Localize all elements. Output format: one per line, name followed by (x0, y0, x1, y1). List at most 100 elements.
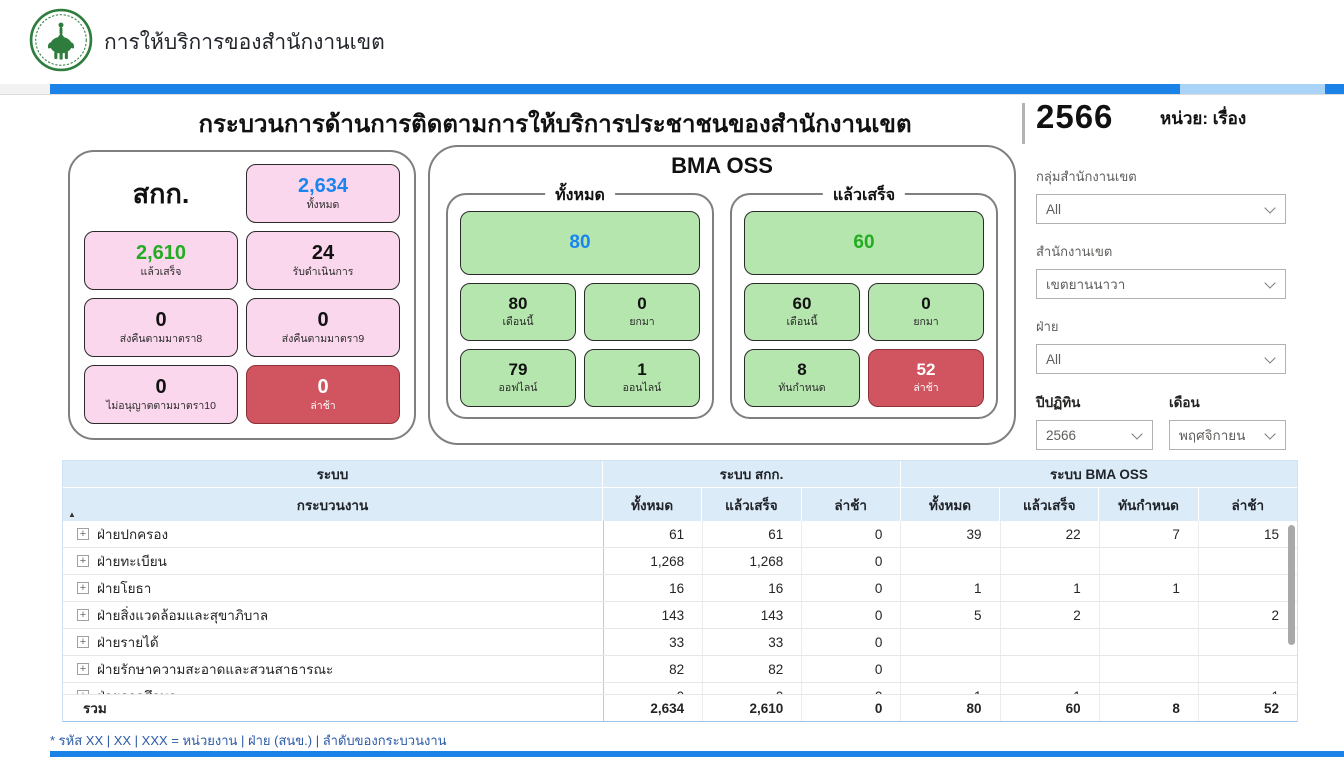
app-title: การให้บริการของสำนักงานเขต (104, 31, 385, 54)
total-value: 0 (801, 695, 900, 721)
cell-value (1197, 656, 1297, 682)
division-label: ฝ่าย (1036, 319, 1059, 334)
cell-value (1197, 629, 1297, 655)
row-name: ฝ่ายโยธา (97, 581, 152, 596)
cell-value (900, 548, 999, 574)
filter-panel: กลุ่มสำนักงานเขต All สำนักงานเขต เขตยานน… (1036, 166, 1286, 450)
expand-plus-icon[interactable] (77, 582, 89, 594)
expand-plus-icon[interactable] (77, 528, 89, 540)
col-header-oss-total[interactable]: ทั้งหมด (901, 488, 1001, 521)
expand-plus-icon[interactable] (77, 690, 89, 694)
col-header-sakk-late[interactable]: ล่าช้า (802, 488, 901, 521)
row-name: ฝ่ายรักษาความสะอาดและสวนสาธารณะ (97, 662, 334, 677)
stat-label: เดือนนี้ (786, 316, 818, 329)
year-dropdown[interactable]: 2566 (1036, 420, 1153, 450)
stat-value: 1 (637, 360, 647, 380)
row-name: ฝ่ายปกครอง (97, 527, 169, 542)
table-row[interactable]: ฝ่ายรักษาความสะอาดและสวนสาธารณะ 82 82 0 (63, 656, 1297, 683)
district-group-dropdown[interactable]: All (1036, 194, 1286, 224)
cell-value: 33 (702, 629, 801, 655)
cell-value: 7 (1098, 521, 1198, 547)
table-header-row: ▲ กระบวนงาน ทั้งหมด แล้วเสร็จ ล่าช้า ทั้… (63, 488, 1297, 521)
stat-label: ส่งคืนตามมาตรา8 (119, 333, 203, 346)
col-header-oss-done[interactable]: แล้วเสร็จ (1000, 488, 1100, 521)
footnote: * รหัส XX | XX | XXX = หน่วยงาน | ฝ่าย (… (50, 733, 447, 748)
stat-value: 52 (916, 360, 936, 380)
expand-plus-icon[interactable] (77, 663, 89, 675)
chevron-down-icon (1264, 277, 1276, 289)
cell-value: 0 (702, 683, 801, 694)
cell-value: 1 (999, 575, 1099, 601)
col-header-sakk-total[interactable]: ทั้งหมด (603, 488, 703, 521)
total-label: รวม (83, 701, 107, 716)
cell-value: 39 (900, 521, 999, 547)
stat-oss-total-carried-over: 0 ยกมา (584, 283, 700, 341)
stat-oss-total-offline: 79 ออฟไลน์ (460, 349, 576, 407)
table-vertical-scrollbar[interactable] (1288, 523, 1295, 758)
stat-sakk-late: 0 ล่าช้า (246, 365, 400, 424)
oss-group-done: แล้วเสร็จ 60 60 เดือนนี้ 0 ยกมา 8 ทั (730, 183, 998, 419)
stat-oss-done-on-time: 8 ทันกำหนด (744, 349, 860, 407)
stat-oss-total-online: 1 ออนไลน์ (584, 349, 700, 407)
expand-plus-icon[interactable] (77, 636, 89, 648)
sakk-card-title: สกก. (132, 179, 190, 209)
total-value: 8 (1098, 695, 1198, 721)
bma-oss-card: BMA OSS ทั้งหมด 80 80 เดือนนี้ 0 ยกมา (428, 145, 1016, 445)
col-header-sakk-done[interactable]: แล้วเสร็จ (702, 488, 802, 521)
table-row[interactable]: ฝ่ายปกครอง 61 61 0 39 22 7 15 (63, 521, 1297, 548)
sort-ascending-icon[interactable]: ▲ (68, 510, 76, 519)
stat-oss-total-all: 80 (460, 211, 700, 275)
col-group-system: ระบบ (63, 461, 603, 487)
col-header-oss-late[interactable]: ล่าช้า (1231, 497, 1265, 513)
cell-value (999, 656, 1099, 682)
cell-value: 143 (702, 602, 801, 628)
cell-value: 22 (999, 521, 1099, 547)
scrollbar-thumb[interactable] (1288, 525, 1295, 645)
total-value: 60 (999, 695, 1099, 721)
oss-group-total: ทั้งหมด 80 80 เดือนนี้ 0 ยกมา 79 ออฟ (446, 183, 714, 419)
table-row[interactable]: ฝ่ายทะเบียน 1,268 1,268 0 (63, 548, 1297, 575)
cell-value: 61 (603, 521, 702, 547)
month-dropdown[interactable]: พฤศจิกายน (1169, 420, 1286, 450)
district-group-value: All (1046, 201, 1062, 217)
stat-value: 60 (853, 231, 875, 253)
stat-sakk-done: 2,610 แล้วเสร็จ (84, 231, 238, 290)
stat-oss-done-late: 52 ล่าช้า (868, 349, 984, 407)
table-body: ฝ่ายปกครอง 61 61 0 39 22 7 15 ฝ่ายทะเบีย… (63, 521, 1297, 694)
sakk-card: สกก. 2,634 ทั้งหมด 2,610 แล้วเสร็จ 24 รั… (68, 150, 416, 440)
cell-value: 143 (603, 602, 702, 628)
stat-label: ยกมา (629, 316, 655, 329)
app-header: การให้บริการของสำนักงานเขต (0, 0, 1344, 82)
district-value: เขตยานนาวา (1046, 277, 1126, 292)
cell-value: 0 (801, 575, 900, 601)
stat-sakk-returned-s8: 0 ส่งคืนตามมาตรา8 (84, 298, 238, 357)
cell-value (1098, 629, 1198, 655)
top-divider-bar (0, 84, 1344, 95)
division-dropdown[interactable]: All (1036, 344, 1286, 374)
stat-label: ล่าช้า (913, 382, 939, 395)
col-header-oss-on-time[interactable]: ทันกำหนด (1099, 488, 1199, 521)
expand-plus-icon[interactable] (77, 555, 89, 567)
table-row[interactable]: ฝ่ายสิ่งแวดล้อมและสุขาภิบาล 143 143 0 5 … (63, 602, 1297, 629)
chevron-down-icon (1264, 352, 1276, 364)
cell-value: 0 (801, 629, 900, 655)
top-bar-scroll-segment[interactable] (1180, 84, 1325, 94)
stat-value: 0 (155, 309, 167, 332)
total-value: 52 (1197, 695, 1297, 721)
stat-label: ไม่อนุญาตตามมาตรา10 (106, 400, 216, 413)
table-row[interactable]: ฝ่ายรายได้ 33 33 0 (63, 629, 1297, 656)
stat-oss-done-this-month: 60 เดือนนี้ (744, 283, 860, 341)
stat-value: 8 (797, 360, 807, 380)
cell-value: 82 (603, 656, 702, 682)
top-bar-fill (50, 84, 1344, 94)
table-row[interactable]: ฝ่ายโยธา 16 16 0 1 1 1 (63, 575, 1297, 602)
stat-value: 80 (508, 294, 528, 314)
table-row-clipped[interactable]: ฝ่ายการศึกษา 0 0 0 1 1 1 (63, 683, 1297, 694)
stat-label: ยกมา (913, 316, 939, 329)
year-label: ปีปฏิทิน (1036, 395, 1081, 410)
district-dropdown[interactable]: เขตยานนาวา (1036, 269, 1286, 299)
expand-plus-icon[interactable] (77, 609, 89, 621)
chevron-down-icon (1131, 428, 1143, 440)
col-header-process[interactable]: ▲ กระบวนงาน (63, 488, 603, 521)
